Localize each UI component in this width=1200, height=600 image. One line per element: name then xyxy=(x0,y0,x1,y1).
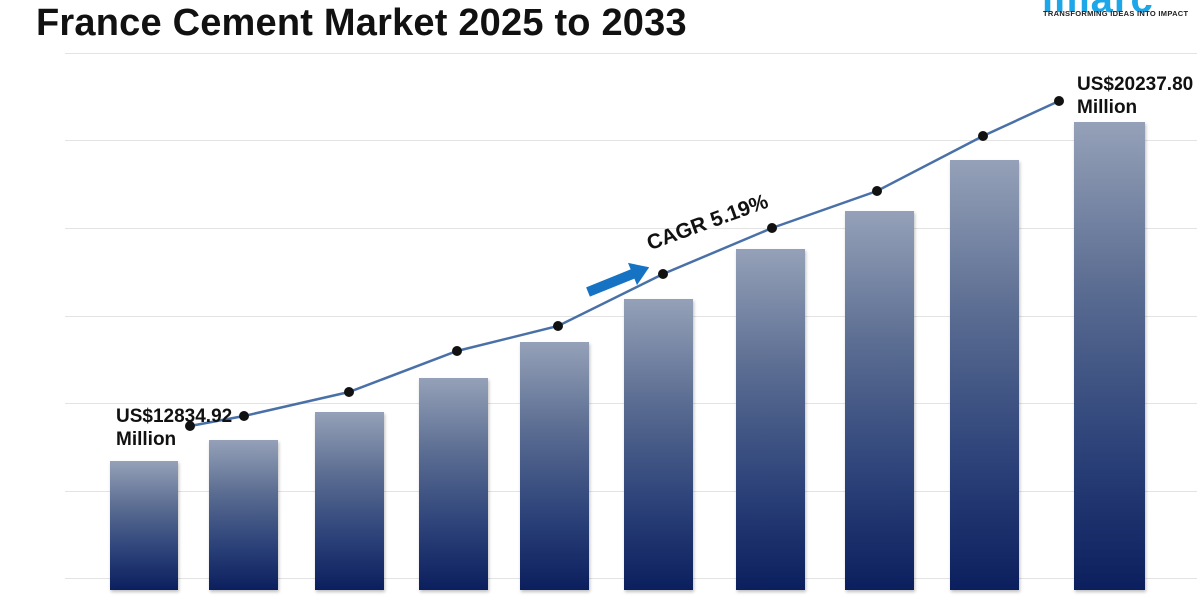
end-unit: Million xyxy=(1077,97,1138,118)
bar-10 xyxy=(1074,122,1145,590)
bar-8 xyxy=(845,211,914,590)
bar-3 xyxy=(315,412,384,590)
bar-6 xyxy=(624,299,693,590)
chart-title: France Cement Market 2025 to 2033 xyxy=(36,2,687,44)
gridline xyxy=(65,228,1197,229)
end-value: US$20237.80 xyxy=(1077,74,1194,95)
bar-9 xyxy=(950,160,1019,590)
gridline xyxy=(65,140,1197,141)
start-unit: Million xyxy=(116,429,177,450)
bar-1 xyxy=(110,461,178,590)
bar-2 xyxy=(209,440,278,590)
bar-5 xyxy=(520,342,589,590)
gridline xyxy=(65,53,1197,54)
end-value-label: US$20237.80 Million xyxy=(1077,73,1193,119)
bar-7 xyxy=(736,249,805,590)
start-value-label: US$12834.92 Million xyxy=(116,405,232,451)
trend-line xyxy=(189,99,1060,428)
trend-markers xyxy=(185,96,1064,431)
bar-4 xyxy=(419,378,488,590)
cagr-arrow-icon xyxy=(586,262,650,297)
start-value: US$12834.92 xyxy=(116,406,233,427)
imarc-logo: imarc TRANSFORMING IDEAS INTO IMPACT xyxy=(1040,0,1200,34)
logo-tagline: TRANSFORMING IDEAS INTO IMPACT xyxy=(1043,9,1189,18)
